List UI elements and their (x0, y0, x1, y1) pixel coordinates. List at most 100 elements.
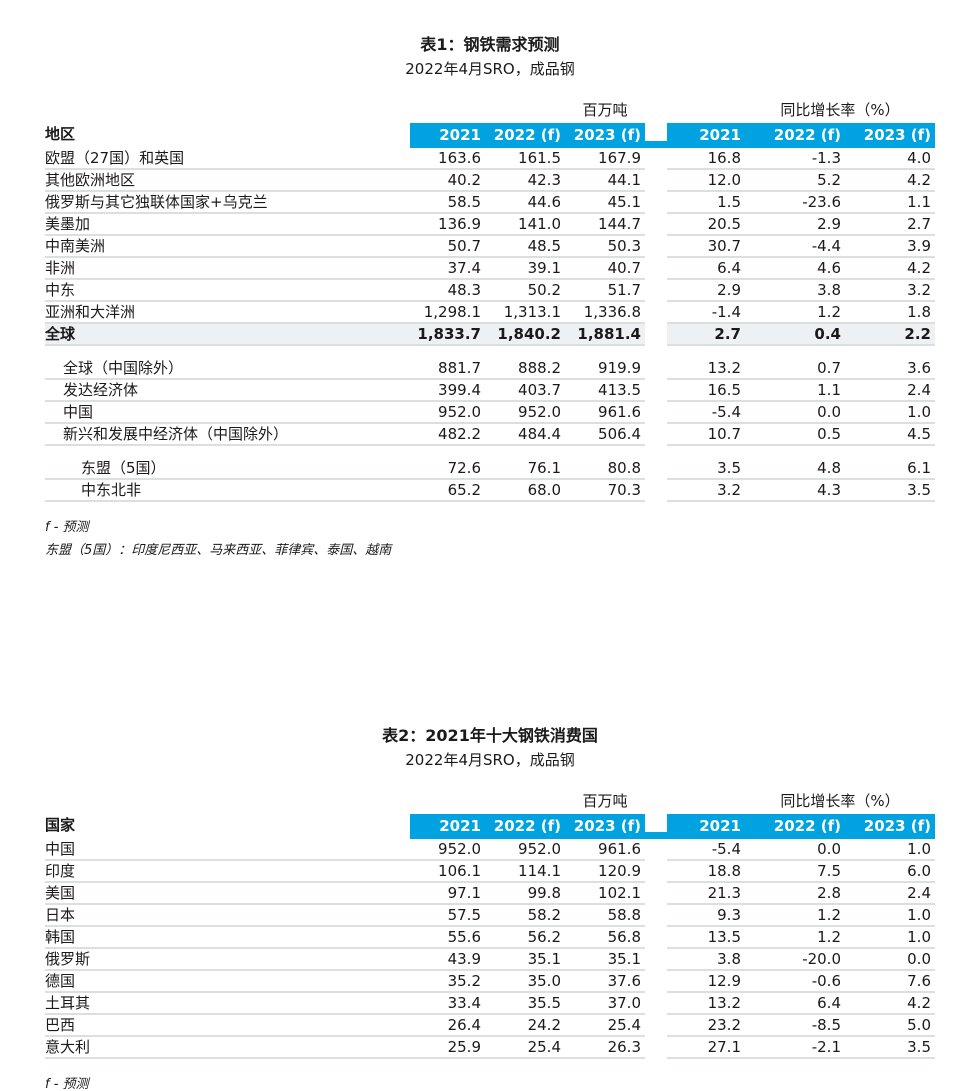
unit-group-label: 百万吨 (582, 792, 628, 811)
value-cell: 12.9 (667, 971, 745, 994)
value-cell: 56.8 (565, 927, 645, 950)
value-cell: 2.4 (845, 883, 935, 906)
column-gap (645, 404, 667, 424)
table-row: 美墨加 136.9 141.0 144.7 20.5 2.9 2.7 (45, 214, 935, 236)
value-cell: 80.8 (565, 458, 645, 480)
value-cell: -5.4 (667, 402, 745, 424)
column-header: 2021 (667, 122, 745, 148)
growth-group-label: 同比增长率（%） (780, 792, 900, 811)
value-cell: 13.2 (667, 993, 745, 1016)
value-cell: -5.4 (667, 839, 745, 862)
value-cell: 55.6 (410, 927, 485, 950)
value-cell: 58.5 (410, 192, 485, 214)
value-cell: 3.2 (667, 480, 745, 502)
row-label: 中国 (45, 839, 410, 862)
value-cell: 2.8 (745, 883, 845, 906)
value-cell: 35.0 (485, 971, 565, 994)
value-cell: 0.0 (745, 839, 845, 862)
table-row: 全球 1,833.7 1,840.2 1,881.4 2.7 0.4 2.2 (45, 323, 935, 346)
table1-title: 表1：钢铁需求预测 (420, 35, 560, 54)
value-cell: 35.1 (485, 949, 565, 972)
table-row: 东盟（5国） 72.6 76.1 80.8 3.5 4.8 6.1 (45, 458, 935, 480)
value-cell: 58.2 (485, 905, 565, 928)
value-cell: 25.4 (485, 1037, 565, 1060)
row-label: 新兴和发展中经济体（中国除外） (45, 424, 410, 446)
table2-group-header-row: 百万吨 同比增长率（%） (45, 790, 935, 813)
column-header: 2021 (410, 122, 485, 148)
growth-group-label: 同比增长率（%） (780, 100, 900, 119)
value-cell: 25.9 (410, 1037, 485, 1060)
value-cell: 0.0 (745, 402, 845, 424)
value-cell: 76.1 (485, 458, 565, 480)
value-cell: 1.2 (745, 927, 845, 950)
row-spacer (45, 346, 935, 358)
table-row: 中东 48.3 50.2 51.7 2.9 3.8 3.2 (45, 280, 935, 302)
table-row: 发达经济体 399.4 403.7 413.5 16.5 1.1 2.4 (45, 380, 935, 402)
table-row: 德国 35.2 35.0 37.6 12.9 -0.6 7.6 (45, 971, 935, 994)
table1-section: 表1：钢铁需求预测 2022年4月SRO，成品钢 百万吨 同比增长率（%） 地区… (45, 34, 935, 562)
value-cell: 65.2 (410, 480, 485, 502)
column-gap (645, 325, 667, 346)
column-gap (645, 929, 667, 949)
value-cell: 48.5 (485, 236, 565, 258)
table-row: 欧盟（27国）和英国 163.6 161.5 167.9 16.8 -1.3 4.0 (45, 148, 935, 170)
value-cell: 20.5 (667, 214, 745, 236)
value-cell: 1,881.4 (565, 323, 645, 346)
value-cell: 2.7 (845, 214, 935, 236)
row-label: 中东 (45, 280, 410, 302)
value-cell: 70.3 (565, 480, 645, 502)
column-gap (645, 172, 667, 192)
table-row: 土耳其 33.4 35.5 37.0 13.2 6.4 4.2 (45, 993, 935, 1016)
value-cell: 6.4 (667, 258, 745, 280)
row-label: 非洲 (45, 258, 410, 280)
column-gap (645, 1039, 667, 1059)
column-gap (645, 426, 667, 446)
value-cell: 25.4 (565, 1015, 645, 1038)
column-gap (645, 382, 667, 402)
value-cell: 37.0 (565, 993, 645, 1016)
value-cell: 2.9 (667, 280, 745, 302)
value-cell: 3.5 (845, 1037, 935, 1060)
value-cell: 9.3 (667, 905, 745, 928)
value-cell: 161.5 (485, 148, 565, 170)
column-gap (645, 360, 667, 380)
value-cell: 0.7 (745, 358, 845, 380)
value-cell: 26.4 (410, 1015, 485, 1038)
value-cell: 120.9 (565, 861, 645, 884)
table1-footnotes: f - 预测 东盟（5国）：印度尼西亚、马来西亚、菲律宾、泰国、越南 (45, 517, 935, 563)
value-cell: -8.5 (745, 1015, 845, 1038)
document: 表1：钢铁需求预测 2022年4月SRO，成品钢 百万吨 同比增长率（%） 地区… (45, 0, 935, 1091)
value-cell: 4.8 (745, 458, 845, 480)
value-cell: 952.0 (410, 839, 485, 862)
row-label: 俄罗斯 (45, 949, 410, 972)
column-header: 2022 (f) (485, 122, 565, 148)
table-row: 美国 97.1 99.8 102.1 21.3 2.8 2.4 (45, 883, 935, 906)
row-label: 巴西 (45, 1015, 410, 1038)
value-cell: 399.4 (410, 380, 485, 402)
row-label: 德国 (45, 971, 410, 994)
table2-column-header-row: 国家 2021 2022 (f) 2023 (f) 2021 2022 (f) … (45, 814, 935, 840)
table2-section: 表2：2021年十大钢铁消费国 2022年4月SRO，成品钢 百万吨 同比增长率… (45, 725, 935, 1091)
value-cell: 5.2 (745, 170, 845, 192)
value-cell: -0.6 (745, 971, 845, 994)
value-cell: 4.2 (845, 993, 935, 1016)
value-cell: 4.2 (845, 170, 935, 192)
row-label: 美墨加 (45, 214, 410, 236)
value-cell: 888.2 (485, 358, 565, 380)
row-spacer (45, 446, 935, 458)
row-label: 中南美洲 (45, 236, 410, 258)
column-gap (645, 482, 667, 502)
row-header-label: 地区 (45, 124, 76, 143)
row-label: 中东北非 (45, 480, 410, 502)
value-cell: 40.2 (410, 170, 485, 192)
column-header: 2023 (f) (845, 122, 935, 148)
value-cell: 35.5 (485, 993, 565, 1016)
row-label: 土耳其 (45, 993, 410, 1016)
table2-title: 表2：2021年十大钢铁消费国 (382, 726, 598, 746)
value-cell: 1.1 (845, 192, 935, 214)
column-gap (645, 885, 667, 905)
column-gap (645, 1017, 667, 1037)
value-cell: 413.5 (565, 380, 645, 402)
table-row: 中南美洲 50.7 48.5 50.3 30.7 -4.4 3.9 (45, 236, 935, 258)
value-cell: 952.0 (485, 839, 565, 862)
